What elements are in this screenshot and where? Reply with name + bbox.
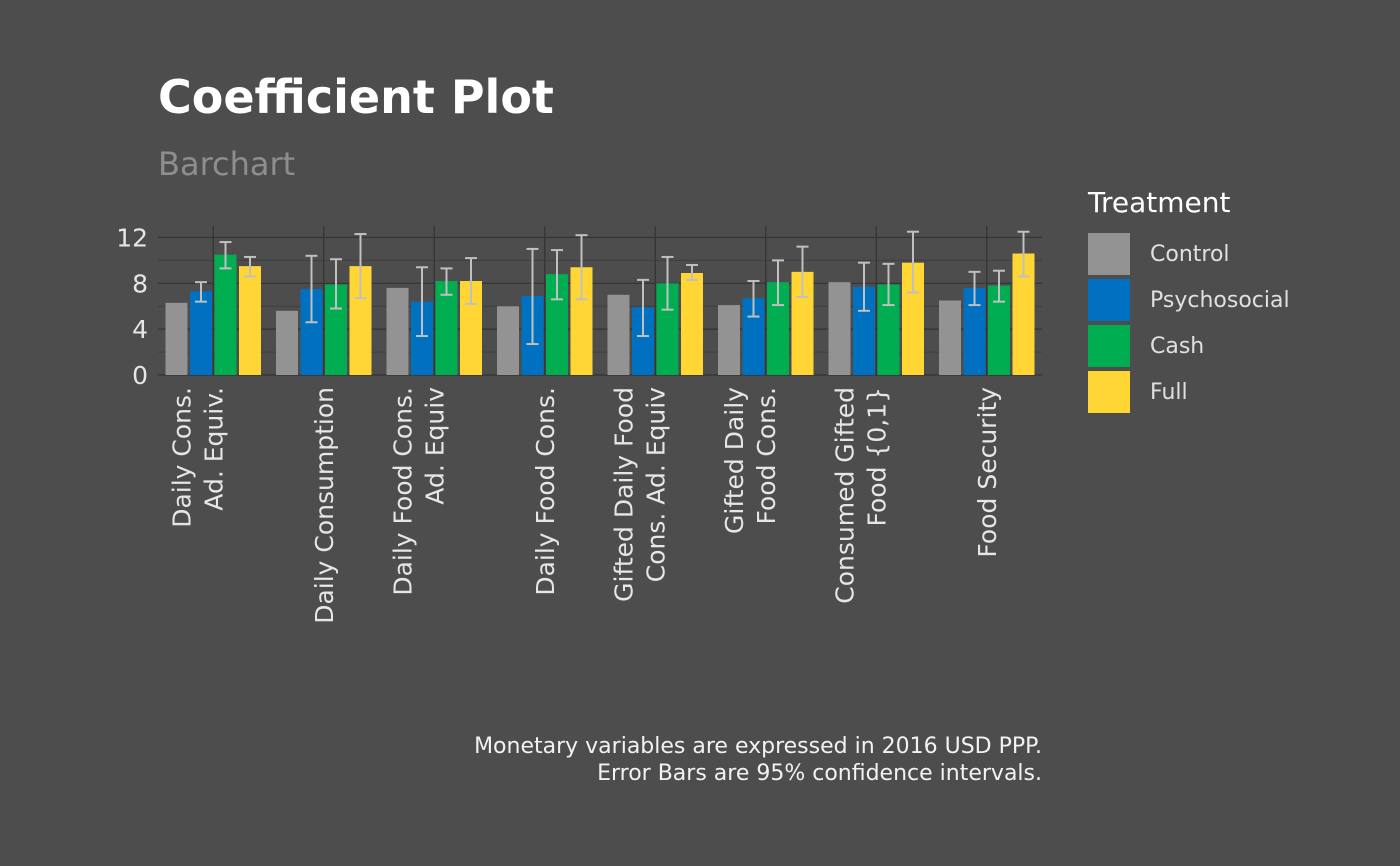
bar-control xyxy=(718,305,740,375)
legend-items: Control Psychosocial Cash Full xyxy=(1088,231,1290,415)
legend-label: Cash xyxy=(1150,333,1205,359)
bar-control xyxy=(386,287,409,375)
bar-psychosocial xyxy=(853,286,875,375)
y-tick-label: 0 xyxy=(132,361,148,390)
x-tick-label: Consumed Gifted xyxy=(830,387,859,604)
bar-control xyxy=(607,294,630,375)
legend-item: Psychosocial xyxy=(1088,277,1290,323)
x-tick-label: Food Cons. xyxy=(752,387,781,524)
x-tick-label: Daily Consumption xyxy=(310,387,339,624)
bar-cash xyxy=(214,254,237,375)
legend-swatch xyxy=(1088,279,1130,321)
legend-item: Cash xyxy=(1088,323,1290,369)
legend-item: Control xyxy=(1088,231,1290,277)
x-tick-label: Daily Food Cons. xyxy=(531,387,560,596)
legend-item: Full xyxy=(1088,369,1290,415)
bar-full xyxy=(349,266,372,375)
chart-caption: Monetary variables are expressed in 2016… xyxy=(474,733,1042,787)
bar-psychosocial xyxy=(963,287,986,375)
legend-swatch xyxy=(1088,371,1130,413)
legend-label: Full xyxy=(1150,379,1188,405)
y-tick-label: 12 xyxy=(116,223,148,252)
x-tick-label: Daily Cons. xyxy=(167,387,196,528)
x-tick-label: Daily Food Cons. xyxy=(388,387,417,596)
bar-psychosocial xyxy=(300,289,323,375)
bar-control xyxy=(828,282,851,375)
chart-subtitle: Barchart xyxy=(158,145,296,183)
bar-cash xyxy=(325,284,347,375)
caption-line: Error Bars are 95% confidence intervals. xyxy=(597,761,1042,786)
legend-label: Psychosocial xyxy=(1150,287,1290,313)
bar-full xyxy=(570,267,593,375)
bar-cash xyxy=(656,283,679,375)
legend-swatch xyxy=(1088,233,1130,275)
legend-swatch xyxy=(1088,325,1130,367)
bar-control xyxy=(497,306,519,375)
bar-control xyxy=(276,310,298,375)
bar-full xyxy=(239,266,261,375)
bar-cash xyxy=(877,284,900,375)
bar-cash xyxy=(435,281,458,375)
bar-psychosocial xyxy=(190,291,212,375)
x-tick-label: Food Security xyxy=(973,387,1002,558)
bar-cash xyxy=(988,285,1010,375)
bar-psychosocial xyxy=(632,307,654,375)
legend-label: Control xyxy=(1150,241,1230,267)
legend-title: Treatment xyxy=(1088,186,1231,219)
x-tick-label: Ad. Equiv xyxy=(420,387,449,505)
x-tick-label: Ad. Equiv. xyxy=(199,387,228,511)
bar-full xyxy=(1012,253,1035,375)
bar-control xyxy=(165,302,188,375)
bar-control xyxy=(939,300,961,375)
x-tick-label: Cons. Ad. Equiv xyxy=(641,387,670,582)
bar-full xyxy=(681,272,703,375)
x-tick-label: Gifted Daily Food xyxy=(609,387,638,602)
y-tick-label: 8 xyxy=(132,269,148,298)
bar-full xyxy=(902,262,924,375)
bar-psychosocial xyxy=(411,301,433,375)
legend: Treatment Control Psychosocial Cash Full xyxy=(1088,186,1290,415)
y-tick-label: 4 xyxy=(132,315,148,344)
caption-line: Monetary variables are expressed in 2016… xyxy=(474,734,1042,759)
x-tick-label: Gifted Daily xyxy=(720,387,749,534)
x-tick-label: Food {0,1} xyxy=(862,387,891,526)
chart-title: Coefficient Plot xyxy=(158,70,554,124)
